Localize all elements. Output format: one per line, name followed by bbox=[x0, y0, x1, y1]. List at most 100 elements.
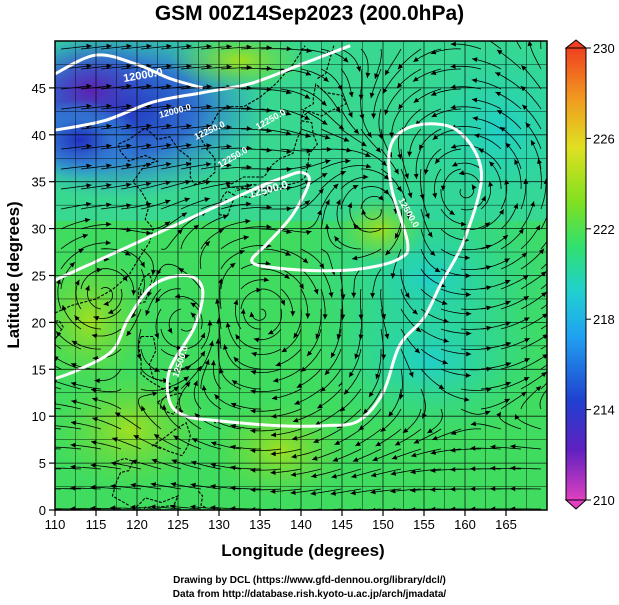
streamline-arrow bbox=[510, 506, 516, 510]
streamline-arrow bbox=[471, 184, 477, 190]
streamline bbox=[190, 483, 222, 490]
streamline-arrow bbox=[450, 63, 456, 69]
streamline-arrow bbox=[250, 487, 256, 493]
streamline bbox=[270, 468, 302, 474]
streamline-arrow bbox=[429, 250, 436, 256]
streamline-arrow bbox=[325, 199, 330, 206]
streamline-arrow bbox=[126, 203, 132, 209]
streamline bbox=[352, 248, 382, 260]
streamline bbox=[240, 289, 262, 310]
streamline-arrow bbox=[390, 470, 397, 476]
streamline-arrow bbox=[126, 103, 132, 109]
streamline bbox=[350, 488, 382, 494]
streamline-arrow bbox=[275, 361, 282, 367]
streamline bbox=[430, 448, 462, 454]
streamline-arrow bbox=[240, 308, 246, 314]
streamline bbox=[450, 43, 482, 50]
streamline-arrow bbox=[325, 159, 331, 165]
streamline bbox=[360, 68, 363, 100]
streamline-arrow bbox=[535, 386, 542, 392]
streamline bbox=[413, 428, 442, 444]
streamline bbox=[240, 68, 272, 70]
streamline bbox=[495, 72, 522, 90]
streamline-arrow bbox=[404, 292, 410, 299]
streamline-arrow bbox=[334, 236, 340, 242]
streamline-arrow bbox=[266, 66, 272, 71]
streamline bbox=[55, 403, 82, 410]
streamline-arrow bbox=[542, 334, 547, 340]
streamline-arrow bbox=[466, 331, 472, 336]
streamline-arrow bbox=[521, 65, 527, 71]
streamline-arrow bbox=[204, 359, 210, 365]
streamline bbox=[355, 428, 382, 447]
streamline-arrow bbox=[106, 221, 112, 227]
streamline-arrow bbox=[383, 174, 390, 180]
streamline bbox=[180, 332, 206, 350]
streamline-arrow bbox=[530, 140, 536, 146]
streamline-arrow bbox=[230, 444, 236, 450]
streamline bbox=[520, 385, 542, 410]
streamline bbox=[110, 507, 142, 510]
streamline bbox=[120, 182, 152, 190]
streamline bbox=[391, 448, 422, 460]
streamline bbox=[230, 424, 261, 430]
streamline-arrow bbox=[430, 450, 436, 455]
streamline-arrow bbox=[408, 371, 414, 378]
streamline-arrow bbox=[270, 488, 276, 494]
streamline bbox=[360, 48, 369, 78]
streamline-arrow bbox=[352, 457, 359, 462]
streamline-arrow bbox=[214, 394, 220, 400]
streamline-arrow bbox=[30, 446, 35, 451]
streamline-arrow bbox=[351, 473, 357, 479]
streamline-arrow bbox=[71, 340, 78, 346]
streamline-arrow bbox=[85, 285, 90, 291]
streamline-arrow bbox=[173, 435, 179, 441]
streamline-arrow bbox=[352, 185, 359, 190]
streamline bbox=[260, 128, 292, 135]
streamline-arrow bbox=[70, 442, 76, 448]
streamline-arrow bbox=[513, 203, 519, 209]
streamline bbox=[280, 180, 311, 190]
coastline bbox=[55, 45, 306, 314]
streamline bbox=[540, 215, 547, 230]
streamline-arrow bbox=[542, 354, 547, 359]
streamline bbox=[193, 380, 202, 410]
streamline bbox=[343, 368, 362, 395]
streamline-arrow bbox=[478, 148, 484, 154]
streamline-arrow bbox=[344, 389, 350, 395]
streamline bbox=[320, 160, 351, 170]
streamline-arrow bbox=[510, 465, 516, 471]
streamline bbox=[55, 319, 62, 330]
streamline-arrow bbox=[502, 235, 508, 241]
streamline-arrow bbox=[185, 179, 191, 185]
streamline bbox=[92, 348, 122, 359]
chart-title: GSM 00Z14Sep2023 (200.0hPa) bbox=[154, 2, 465, 25]
streamline bbox=[200, 182, 232, 190]
streamline bbox=[137, 392, 158, 410]
streamline-arrow bbox=[470, 486, 476, 492]
streamline bbox=[270, 448, 302, 455]
streamline-arrow bbox=[290, 311, 296, 317]
streamline-arrow bbox=[541, 292, 547, 298]
streamline-arrow bbox=[476, 31, 482, 36]
streamline bbox=[55, 380, 82, 390]
streamline bbox=[120, 45, 152, 50]
streamline bbox=[418, 128, 442, 151]
streamline-arrow bbox=[324, 369, 330, 375]
streamline bbox=[320, 48, 349, 63]
streamline bbox=[334, 235, 362, 250]
streamline-arrow bbox=[166, 123, 172, 129]
streamline-arrow bbox=[424, 213, 430, 219]
colorbar-gradient bbox=[565, 47, 587, 501]
streamline-arrow bbox=[305, 313, 311, 319]
streamline bbox=[480, 234, 509, 250]
streamline-arrow bbox=[280, 299, 285, 306]
streamline-arrow bbox=[126, 182, 132, 188]
streamline-arrow bbox=[133, 435, 140, 440]
streamline bbox=[496, 109, 522, 130]
streamline bbox=[360, 195, 385, 210]
streamline-arrow bbox=[250, 428, 256, 434]
streamline-arrow bbox=[369, 92, 375, 99]
streamline bbox=[160, 163, 192, 170]
streamline bbox=[94, 368, 122, 382]
